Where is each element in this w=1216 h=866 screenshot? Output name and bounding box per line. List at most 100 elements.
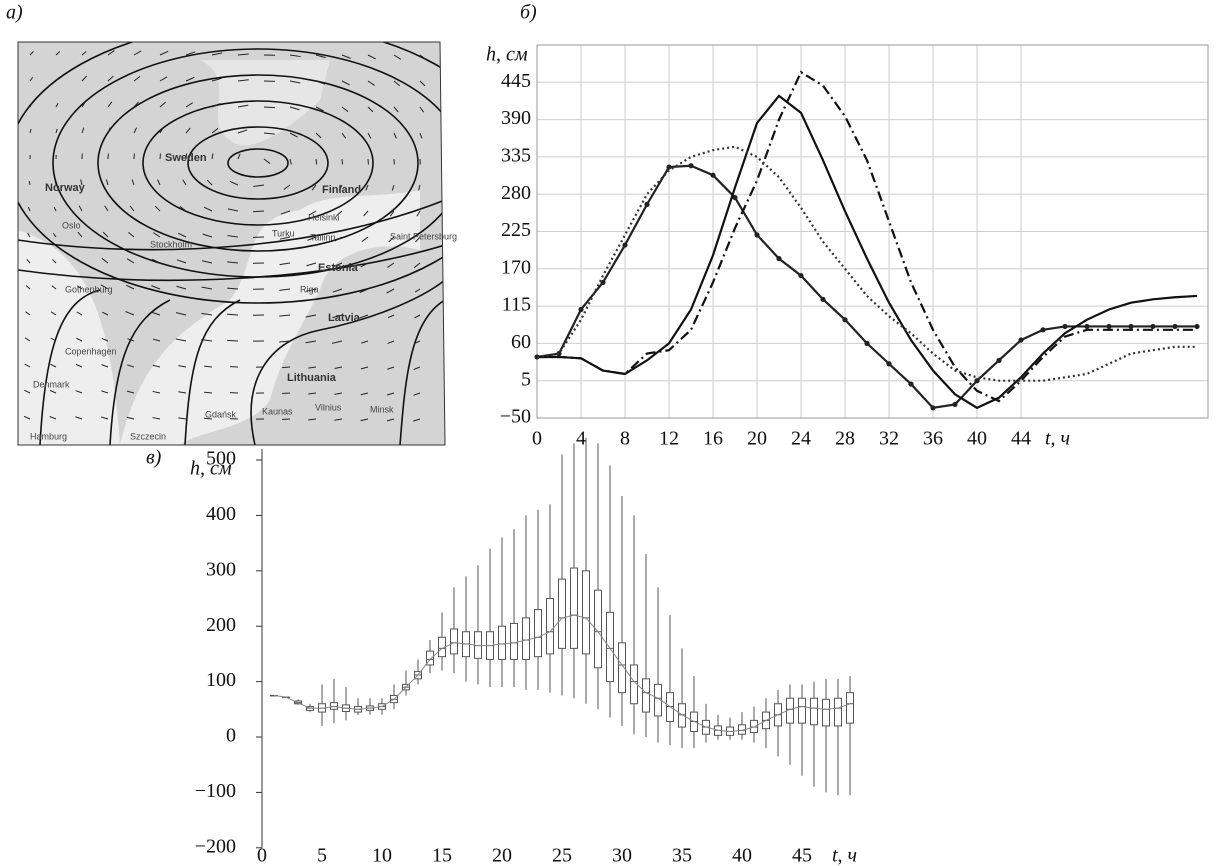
wind-arrow	[305, 340, 317, 344]
box	[534, 609, 542, 658]
wind-arrow	[55, 51, 61, 56]
wind-arrow	[29, 102, 33, 108]
wind-arrow	[367, 54, 376, 60]
point	[578, 306, 584, 313]
point	[1062, 323, 1068, 330]
x-tick-label: 15	[432, 845, 452, 866]
wind-arrow	[263, 132, 275, 135]
wind-arrow	[315, 158, 318, 165]
y-axis-label: h, см	[190, 458, 232, 480]
wind-arrow	[133, 101, 139, 108]
point	[1172, 323, 1178, 330]
wind-arrow	[237, 104, 249, 108]
map-label: Gothenburg	[65, 284, 113, 294]
line-series	[536, 145, 1197, 382]
wind-arrow	[237, 79, 249, 82]
wind-arrow	[341, 54, 351, 59]
wind-arrow	[315, 80, 326, 85]
wind-arrow	[282, 392, 291, 395]
wind-arrow	[393, 132, 397, 139]
wind-arrow	[211, 52, 223, 56]
map-sea	[200, 60, 330, 146]
median-line	[273, 614, 851, 732]
box	[546, 598, 554, 655]
wind-arrow	[81, 127, 85, 134]
wind-arrow	[159, 76, 168, 82]
wind-arrow	[107, 127, 111, 134]
wind-arrow	[363, 210, 369, 217]
wind-arrow	[101, 258, 109, 264]
wind-arrow	[367, 132, 372, 139]
wind-arrow	[24, 337, 31, 342]
box	[798, 697, 806, 724]
wind-arrow	[175, 338, 187, 342]
x-tick-label: 44	[1011, 428, 1031, 450]
wind-arrow	[55, 76, 60, 82]
wind-arrow	[308, 210, 317, 216]
wind-arrow	[51, 285, 57, 290]
point	[952, 401, 958, 408]
y-tick-label: 60	[511, 331, 531, 353]
wind-arrow	[159, 50, 169, 56]
wind-arrow	[227, 313, 239, 316]
wind-arrow	[386, 392, 395, 396]
wind-arrow	[133, 127, 138, 134]
wind-arrow	[178, 391, 187, 394]
wind-arrow	[359, 288, 369, 294]
wind-arrow	[185, 127, 191, 134]
wind-arrow	[306, 262, 317, 267]
point	[644, 201, 650, 207]
wind-arrow	[413, 392, 421, 396]
x-tick-label: 40	[967, 428, 987, 450]
wind-arrow	[341, 106, 349, 112]
x-tick-label: 16	[703, 428, 723, 450]
wind-arrow	[280, 210, 291, 215]
wind-arrow	[361, 236, 369, 242]
y-tick-label: 100	[206, 669, 236, 691]
wind-arrow	[418, 184, 421, 191]
wind-arrow	[283, 184, 291, 190]
line-series	[536, 164, 1197, 410]
isobar	[39, 289, 101, 445]
wind-arrow	[77, 259, 83, 264]
box	[618, 642, 626, 694]
wind-arrow	[50, 363, 57, 368]
x-tick-label: 40	[732, 845, 752, 866]
x-axis-label: t, ч	[1045, 428, 1070, 450]
box	[330, 702, 338, 710]
map-label: Estonia	[318, 262, 359, 274]
point	[974, 378, 980, 384]
wind-arrow	[24, 389, 31, 394]
x-axis-label: t, ч	[832, 845, 857, 866]
wind-arrow	[101, 364, 109, 368]
point	[754, 232, 760, 238]
wind-arrow	[413, 366, 421, 370]
wind-arrow	[182, 179, 187, 186]
wind-arrow	[81, 51, 87, 56]
wind-arrow	[185, 153, 188, 160]
x-tick-label: 36	[923, 428, 943, 450]
y-tick-label: 280	[501, 182, 531, 204]
map-label: Szczecin	[130, 431, 166, 441]
wind-arrow	[152, 338, 161, 342]
box	[594, 589, 602, 669]
wind-arrow	[52, 259, 57, 264]
wind-arrow	[331, 340, 343, 344]
wind-arrow	[178, 417, 187, 420]
wind-arrow	[49, 389, 57, 394]
box	[558, 578, 566, 649]
wind-arrow	[153, 232, 161, 238]
wind-arrow	[150, 311, 161, 316]
wind-arrow	[237, 129, 248, 134]
wind-arrow	[77, 285, 83, 290]
wind-arrow	[185, 76, 195, 82]
map-label: Lithuania	[287, 372, 337, 384]
wind-arrow	[27, 206, 31, 212]
map-label: Finland	[322, 184, 361, 196]
wind-arrow	[289, 80, 301, 84]
wind-arrow	[263, 158, 271, 164]
wind-arrow	[177, 232, 187, 238]
isobar	[18, 199, 445, 251]
wind-arrow	[54, 180, 57, 186]
